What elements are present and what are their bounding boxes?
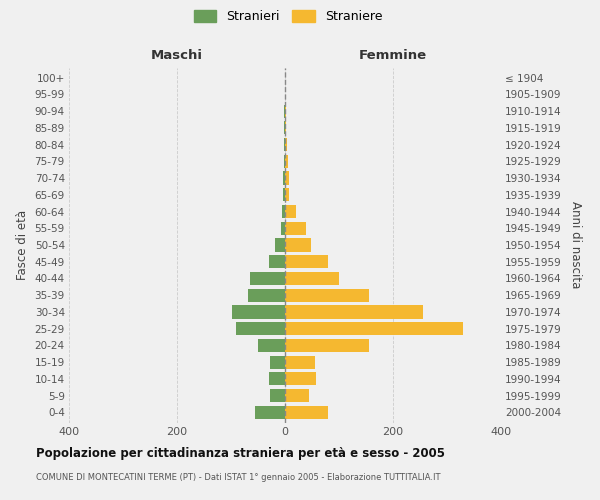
- Bar: [285, 255, 328, 268]
- Y-axis label: Fasce di età: Fasce di età: [16, 210, 29, 280]
- Bar: [256, 406, 285, 419]
- Text: Femmine: Femmine: [359, 48, 427, 62]
- Bar: [248, 288, 285, 302]
- Bar: [285, 372, 316, 386]
- Bar: [285, 104, 286, 118]
- Bar: [285, 205, 296, 218]
- Bar: [283, 172, 285, 184]
- Bar: [270, 389, 285, 402]
- Bar: [283, 188, 285, 202]
- Bar: [285, 154, 288, 168]
- Bar: [285, 322, 463, 336]
- Bar: [285, 238, 311, 252]
- Bar: [285, 306, 423, 318]
- Text: COMUNE DI MONTECATINI TERME (PT) - Dati ISTAT 1° gennaio 2005 - Elaborazione TUT: COMUNE DI MONTECATINI TERME (PT) - Dati …: [36, 472, 440, 482]
- Legend: Stranieri, Straniere: Stranieri, Straniere: [190, 6, 386, 27]
- Bar: [285, 288, 368, 302]
- Text: Maschi: Maschi: [151, 48, 203, 62]
- Bar: [236, 322, 285, 336]
- Bar: [275, 238, 285, 252]
- Bar: [281, 222, 285, 235]
- Bar: [285, 138, 287, 151]
- Bar: [270, 356, 285, 368]
- Text: Popolazione per cittadinanza straniera per età e sesso - 2005: Popolazione per cittadinanza straniera p…: [36, 448, 445, 460]
- Bar: [285, 272, 339, 285]
- Bar: [285, 389, 310, 402]
- Bar: [284, 154, 285, 168]
- Bar: [269, 255, 285, 268]
- Y-axis label: Anni di nascita: Anni di nascita: [569, 202, 582, 288]
- Bar: [285, 339, 368, 352]
- Bar: [285, 356, 314, 368]
- Bar: [250, 272, 285, 285]
- Bar: [285, 222, 305, 235]
- Bar: [283, 205, 285, 218]
- Bar: [232, 306, 285, 318]
- Bar: [269, 372, 285, 386]
- Bar: [285, 406, 328, 419]
- Bar: [258, 339, 285, 352]
- Bar: [285, 122, 286, 134]
- Bar: [285, 172, 289, 184]
- Bar: [285, 188, 289, 202]
